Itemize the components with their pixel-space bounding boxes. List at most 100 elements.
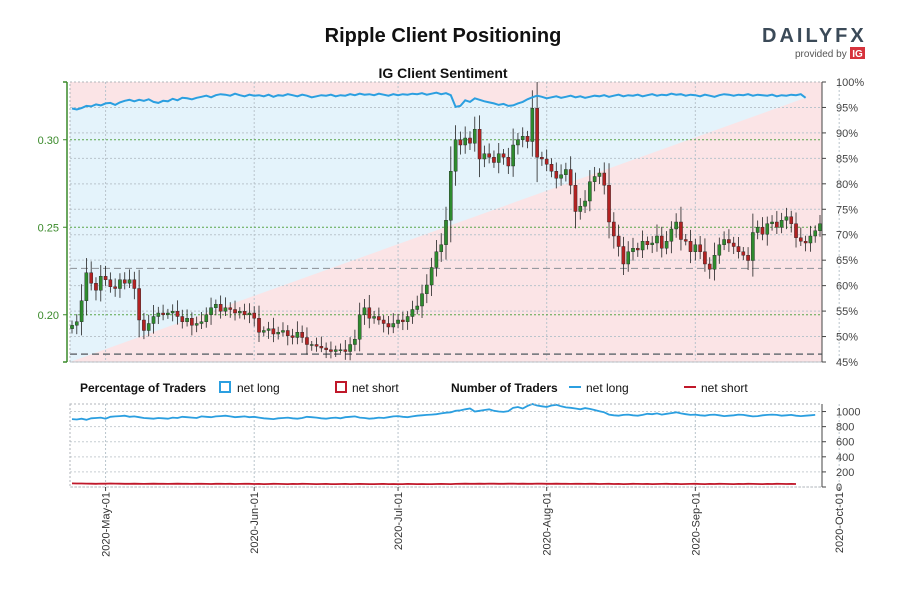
candle-body — [664, 241, 669, 249]
candle-body — [693, 244, 698, 252]
candle-body — [540, 157, 544, 160]
candle-body — [89, 272, 93, 284]
candle-body — [492, 157, 496, 163]
candle-body — [530, 108, 535, 142]
candle-body — [487, 153, 491, 158]
pct-net-long-line — [71, 91, 807, 111]
candle-body — [511, 144, 515, 167]
candle-body — [185, 318, 189, 322]
trader-count-axis: 02004006008001000 — [822, 407, 860, 494]
candle-body — [305, 337, 309, 345]
candle-body — [209, 307, 213, 315]
candle-body — [410, 309, 415, 317]
date-tick-label: 2020-Jul-01 — [393, 492, 405, 550]
date-tick-label: 2020-Jun-01 — [249, 492, 261, 554]
price-tick-label: 0.20 — [38, 310, 59, 322]
pct-tick-label: 65% — [836, 255, 858, 267]
candle-body — [228, 307, 233, 310]
candle-body — [401, 319, 405, 322]
candle-body — [818, 223, 822, 231]
candle-body — [659, 235, 664, 249]
candle-body — [616, 235, 621, 247]
candle-body — [794, 223, 798, 238]
brand-subtext: provided by — [795, 49, 847, 60]
candle-body — [472, 129, 477, 144]
candle-body — [439, 244, 444, 252]
dailyfx-logo: DAILYFX provided by IG — [762, 25, 867, 60]
pct-tick-label: 95% — [836, 102, 858, 114]
legend-num-short: net short — [701, 381, 748, 395]
candle-body — [477, 129, 482, 160]
candle-body — [525, 136, 530, 142]
candle-body — [746, 255, 750, 261]
candle-body — [640, 241, 645, 251]
pct-tick-label: 90% — [836, 128, 858, 140]
candle-body — [295, 332, 300, 338]
candle-body — [698, 244, 702, 252]
pct-tick-label: 55% — [836, 306, 858, 318]
candle-body — [803, 241, 808, 244]
candle-body — [214, 304, 218, 308]
candle-body — [137, 288, 141, 321]
candle-body — [405, 316, 410, 322]
candle-body — [372, 316, 376, 319]
candle-body — [386, 323, 391, 328]
candle-body — [453, 139, 458, 172]
candle-body — [549, 164, 554, 172]
pct-tick-label: 45% — [836, 357, 858, 369]
candle-body — [813, 230, 818, 237]
candle-body — [650, 242, 654, 245]
candle-body — [784, 216, 789, 221]
candle-body — [338, 349, 343, 351]
candle-body — [391, 323, 396, 328]
candle-body — [170, 311, 175, 314]
candle-body — [127, 279, 132, 284]
candle-body — [118, 279, 122, 289]
count-tick-label: 200 — [836, 467, 854, 479]
legend-pct-short-swatch — [335, 381, 347, 393]
main-panel-frame — [63, 81, 823, 363]
candle-body — [669, 228, 674, 242]
price-tick-label: 0.25 — [38, 222, 59, 234]
candle-body — [242, 311, 247, 315]
candle-body — [501, 153, 506, 158]
legend: Percentage of Traders net long net short… — [80, 381, 748, 395]
candle-body — [626, 251, 631, 265]
candle-body — [194, 323, 199, 326]
candle-body — [362, 307, 367, 315]
candle-body — [789, 216, 794, 224]
candle-body — [223, 307, 228, 312]
pct-tick-label: 75% — [836, 204, 858, 216]
chart-subtitle: IG Client Sentiment — [378, 65, 507, 81]
legend-pct-long: net long — [237, 381, 280, 395]
candle-body — [122, 279, 127, 284]
candle-body — [290, 335, 295, 338]
brand-text: DAILYFX — [762, 25, 867, 47]
legend-pct-short: net short — [352, 381, 399, 395]
lower-panel-frame — [69, 403, 823, 488]
price-tick-label: 0.30 — [38, 135, 59, 147]
candle-body — [482, 153, 487, 160]
candle-body — [367, 307, 372, 319]
ig-badge-text: IG — [852, 49, 863, 60]
candle-body — [535, 108, 539, 158]
candle-body — [175, 311, 180, 317]
candle-body — [554, 171, 559, 179]
date-tick-label: 2020-Sep-01 — [690, 492, 702, 556]
candle-body — [520, 136, 525, 140]
candle-body — [151, 316, 156, 324]
candle-body — [319, 346, 324, 349]
candle-body — [415, 305, 420, 310]
candle-body — [496, 153, 501, 163]
candle-body — [156, 312, 161, 317]
candle-body — [70, 325, 74, 329]
candle-body — [568, 169, 573, 186]
candle-body — [247, 312, 252, 315]
candle-body — [420, 293, 424, 307]
pct-tick-label: 100% — [836, 77, 864, 89]
candle-body — [285, 330, 290, 336]
candle-body — [429, 267, 434, 286]
candle-body — [396, 319, 400, 324]
candle-body — [94, 283, 98, 291]
candle-body — [760, 227, 765, 235]
